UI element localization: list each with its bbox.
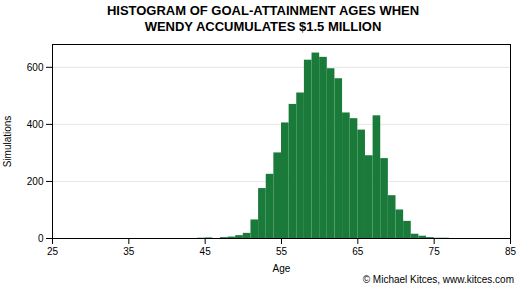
html-text:HISTOGRAM OF GOAL-ATTAINMENT A: HISTOGRAM OF GOAL-ATTAINMENT AGES WHEN W…: [106, 3, 420, 34]
html-text:© Michael Kitces, www.kitces.c: © Michael Kitces, www.kitces.com: [362, 274, 514, 286]
svg-text:45: 45: [200, 246, 212, 257]
svg-text:400: 400: [27, 119, 44, 130]
svg-text:35: 35: [123, 246, 135, 257]
svg-text:55: 55: [276, 246, 288, 257]
svg-text:600: 600: [27, 62, 44, 73]
svg-text:85: 85: [505, 246, 517, 257]
svg-text:0: 0: [38, 233, 44, 244]
svg-text:65: 65: [352, 246, 364, 257]
svg-text:200: 200: [27, 176, 44, 187]
svg-text:25: 25: [47, 246, 59, 257]
svg-text:Simulations: Simulations: [2, 116, 13, 168]
svg-text:Age: Age: [273, 263, 291, 274]
svg-text:75: 75: [429, 246, 441, 257]
